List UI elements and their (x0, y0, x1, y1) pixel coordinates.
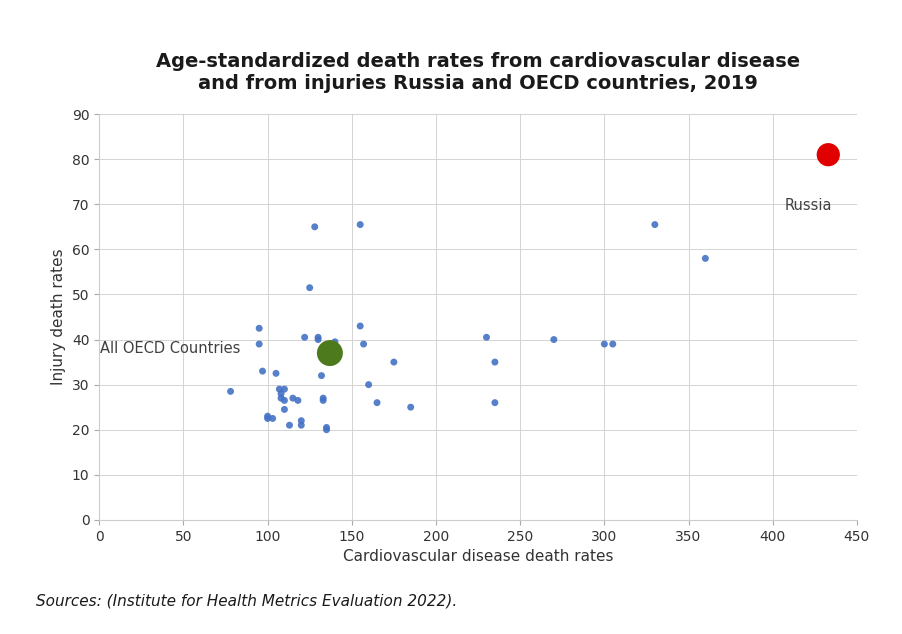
Point (255, 366, 270, 376)
Point (547, 335, 561, 345)
Point (403, 402, 418, 412)
Point (356, 339, 371, 349)
Point (327, 341, 342, 351)
Point (302, 283, 317, 293)
Point (387, 357, 401, 367)
Point (648, 219, 662, 230)
Point (362, 380, 376, 390)
Point (488, 398, 502, 408)
Point (597, 339, 612, 349)
Point (314, 370, 328, 380)
X-axis label: Cardiovascular disease death rates: Cardiovascular disease death rates (343, 549, 613, 564)
Y-axis label: Injury death rates: Injury death rates (51, 249, 67, 385)
Point (370, 398, 384, 408)
Point (316, 393, 330, 403)
Point (274, 393, 289, 403)
Point (224, 386, 238, 396)
Point (698, 254, 713, 264)
Point (353, 321, 367, 331)
Point (261, 411, 275, 421)
Point (821, 150, 835, 160)
Point (261, 413, 275, 424)
Point (277, 404, 291, 415)
Point (274, 389, 289, 399)
Point (282, 420, 297, 430)
Text: Sources: (Institute for Health Metrics Evaluation 2022).: Sources: (Institute for Health Metrics E… (36, 593, 457, 609)
Point (605, 339, 620, 349)
Point (353, 219, 367, 230)
Point (252, 339, 266, 349)
Point (269, 368, 283, 378)
Point (252, 323, 266, 333)
Point (488, 357, 502, 367)
Point (316, 396, 330, 406)
Point (323, 348, 337, 358)
Text: All OECD Countries: All OECD Countries (100, 341, 241, 356)
Point (479, 332, 493, 342)
Point (311, 335, 326, 345)
Text: Russia: Russia (785, 198, 832, 212)
Point (294, 416, 308, 426)
Point (319, 422, 334, 432)
Point (319, 425, 334, 435)
Point (311, 332, 326, 342)
Point (327, 337, 342, 347)
Point (308, 222, 322, 232)
Point (298, 332, 312, 342)
Title: Age-standardized death rates from cardiovascular disease
and from injuries Russi: Age-standardized death rates from cardio… (156, 52, 800, 93)
Point (265, 413, 280, 424)
Point (294, 420, 308, 430)
Point (290, 396, 305, 406)
Point (277, 396, 291, 406)
Point (286, 393, 300, 403)
Point (277, 384, 291, 394)
Point (272, 384, 287, 394)
